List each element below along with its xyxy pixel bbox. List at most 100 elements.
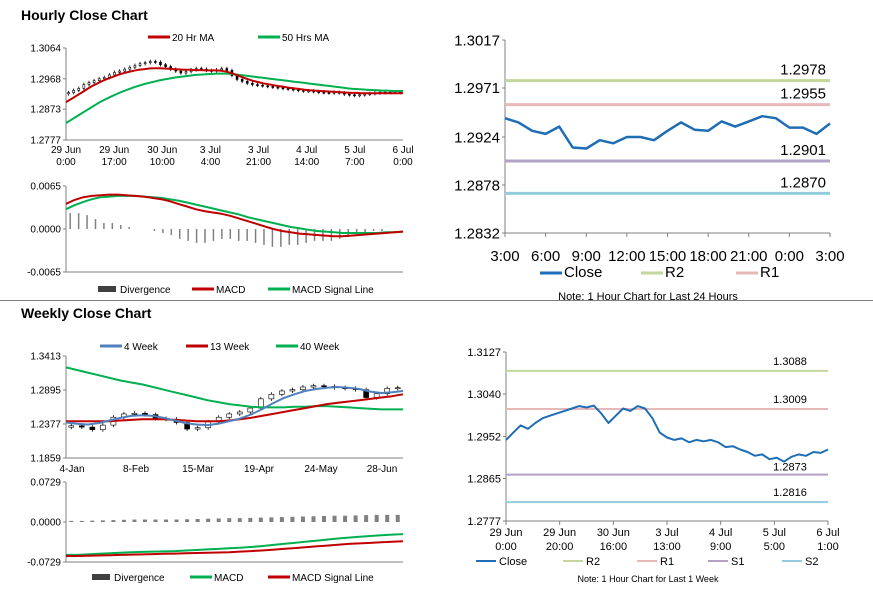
weekly-divergence-bar xyxy=(343,515,348,522)
weekly-price-y-label: 1.3413 xyxy=(30,352,61,363)
weekly-wk40-line xyxy=(65,366,403,411)
hourly-price-y-label: 1.2873 xyxy=(30,105,61,116)
hourly-legend-ma20-label: 20 Hr MA xyxy=(172,33,215,44)
weekly-divergence-bar xyxy=(100,520,105,522)
w1-level-label: 1.3088 xyxy=(773,356,807,368)
hourly-price-candle xyxy=(128,66,132,70)
weekly-price-x-label: 15-Mar xyxy=(182,464,214,475)
weekly-divergence-bar xyxy=(300,516,305,522)
weekly-divergence-bar xyxy=(69,520,74,522)
hourly-price-x-label: 6 Jul xyxy=(392,145,413,156)
weekly-divergence-bar xyxy=(332,515,337,522)
weekly-price-y-label: 1.2377 xyxy=(30,420,61,431)
hourly-signal-line xyxy=(65,194,404,234)
hourly-price-x-label: 21:00 xyxy=(246,157,271,168)
weekly-divergence-bar xyxy=(111,520,116,522)
hourly-legend-signal-label: MACD Signal Line xyxy=(292,285,374,296)
weekly-macd-y-label: 0.0729 xyxy=(30,478,61,489)
h24-level-label: 1.2955 xyxy=(780,86,826,103)
weekly-divergence-bar xyxy=(164,519,169,522)
hourly-price-candle xyxy=(348,93,351,96)
h24-y-label: 1.3017 xyxy=(454,32,500,49)
weekly-divergence-bar xyxy=(216,518,221,522)
hourly-macd-line xyxy=(65,193,404,238)
hourly-macd-y-label: 0.0065 xyxy=(30,182,61,193)
hourly-price-x-label: 17:00 xyxy=(102,157,127,168)
h24-close-line xyxy=(504,114,831,150)
w1-y-label: 1.2777 xyxy=(467,516,501,528)
w1-level-label: 1.2873 xyxy=(773,462,807,474)
weekly-section-title: Weekly Close Chart xyxy=(21,305,152,321)
hourly-price-candle xyxy=(67,92,70,95)
weekly-divergence-bar xyxy=(364,515,369,522)
weekly-legend-divergence-swatch xyxy=(92,574,110,580)
weekly-price-candle xyxy=(236,411,243,415)
hourly-legend-macd-label: MACD xyxy=(216,285,245,296)
weekly-legend-40wk-label: 40 Week xyxy=(300,342,340,353)
weekly-price-candle xyxy=(300,386,306,390)
weekly-price-y-label: 1.2895 xyxy=(30,386,61,397)
hourly-price-candle xyxy=(245,81,249,84)
hourly-price-x-label: 30 Jun xyxy=(147,145,177,156)
weekly-divergence-bar xyxy=(385,514,390,522)
hourly-ma20-line xyxy=(65,67,403,104)
weekly-price-candle xyxy=(78,425,85,428)
hourly-macd-y-label: 0.0000 xyxy=(30,225,61,236)
hourly-price-candle xyxy=(118,70,121,73)
w1-y-label: 1.3127 xyxy=(467,347,501,359)
weekly-divergence-bar xyxy=(322,515,327,522)
hourly-price-candle xyxy=(82,84,86,89)
hourly-price-candle xyxy=(256,84,259,86)
weekly-legend-divergence-label: Divergence xyxy=(114,573,165,584)
hourly-price-candle xyxy=(92,80,96,83)
hourly-price-candle xyxy=(159,61,162,65)
hourly-ma50-line xyxy=(65,72,403,124)
weekly-price-candle xyxy=(310,385,317,388)
hourly-price-candle xyxy=(87,82,91,85)
weekly-divergence-bar xyxy=(248,517,253,522)
w1-legend-s1-label: S1 xyxy=(731,556,744,568)
weekly-price-x-label: 24-May xyxy=(304,464,337,475)
w1-close-line xyxy=(505,404,829,463)
h24-x-label: 15:00 xyxy=(649,248,687,265)
hourly-price-candle xyxy=(251,82,254,85)
hourly-price-candle xyxy=(266,85,269,88)
hourly-price-candle xyxy=(179,70,183,74)
hourly-price-candle xyxy=(225,68,229,71)
weekly-price-candle xyxy=(268,393,275,400)
weekly-divergence-bar xyxy=(395,514,400,522)
hourly-price-candle xyxy=(276,86,280,89)
w1-level-label: 1.2816 xyxy=(773,487,807,499)
weekly-divergence-bar xyxy=(132,519,137,522)
weekly-divergence-bar xyxy=(185,519,190,522)
weekly-price-candle xyxy=(247,407,254,413)
w1-x-label: 0:00 xyxy=(495,541,516,553)
w1-y-label: 1.2865 xyxy=(467,473,501,485)
h24-y-label: 1.2878 xyxy=(454,177,500,194)
weekly-price-candle xyxy=(100,424,106,431)
weekly-legend-macd-label: MACD xyxy=(214,573,243,584)
hourly-price-x-label: 4 Jul xyxy=(296,145,317,156)
hourly-price-x-label: 0:00 xyxy=(56,157,76,168)
weekly-divergence-bar xyxy=(269,517,274,522)
w1-x-label: 5 Jul xyxy=(763,527,786,539)
hourly-price-candle xyxy=(240,79,244,82)
h24-y-label: 1.2971 xyxy=(454,80,500,97)
weekly-divergence-bar xyxy=(290,516,295,522)
hourly-price-x-label: 7:00 xyxy=(345,157,365,168)
w1-x-label: 13:00 xyxy=(653,541,681,553)
h24-x-label: 21:00 xyxy=(730,248,768,265)
weekly-legend-13wk-label: 13 Week xyxy=(210,342,250,353)
w1-x-label: 4 Jul xyxy=(709,527,732,539)
hourly-price-candle xyxy=(113,72,116,76)
weekly-divergence-bar xyxy=(258,517,263,522)
hourly-price-x-label: 0:00 xyxy=(393,157,413,168)
hourly-price-candle xyxy=(123,68,127,72)
hourly-price-candle xyxy=(184,71,188,74)
w1-legend-s2-label: S2 xyxy=(805,556,818,568)
h24-level-label: 1.2978 xyxy=(780,62,826,79)
h24-legend-r2-label: R2 xyxy=(665,264,684,281)
w1-y-label: 1.3040 xyxy=(467,389,501,401)
hourly-price-candle xyxy=(358,94,361,97)
